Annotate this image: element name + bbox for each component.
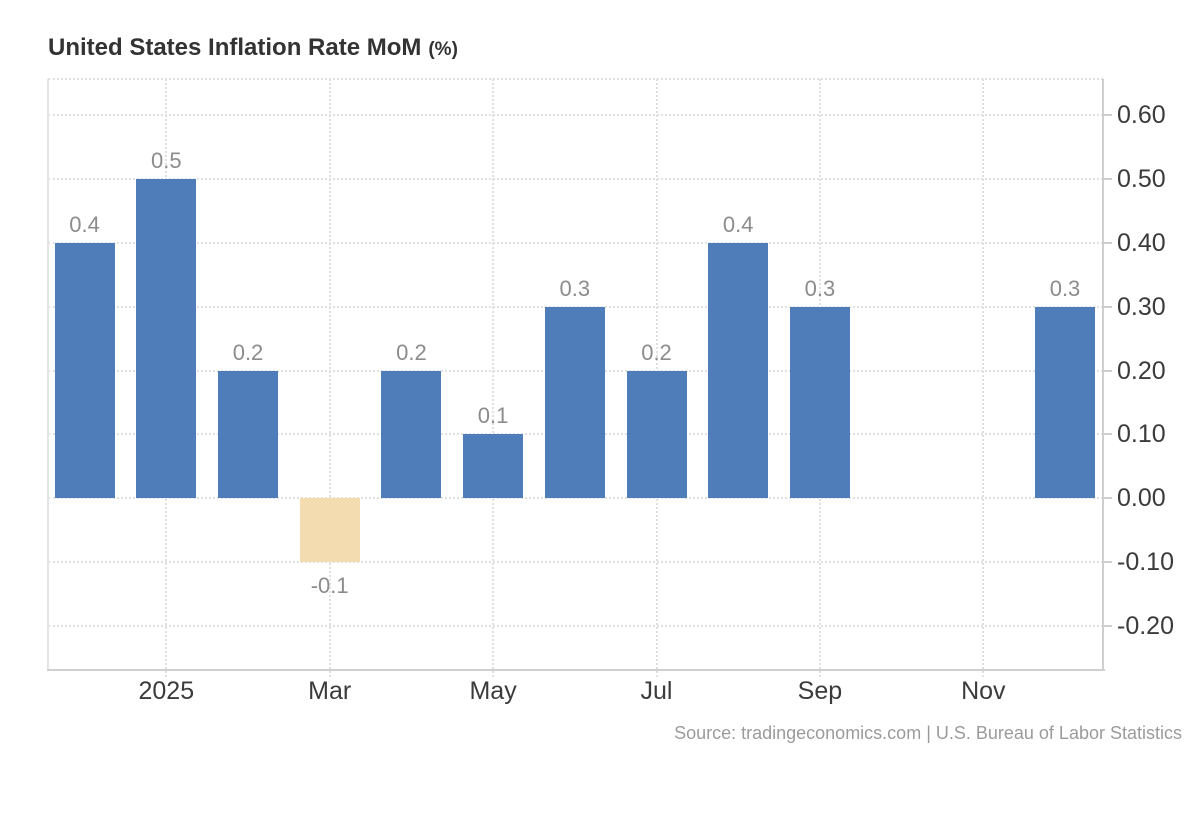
y-axis-tick: [1103, 561, 1112, 564]
chart-title-text: United States Inflation Rate MoM: [48, 34, 422, 61]
x-tick-label-sep: Sep: [797, 677, 843, 705]
v-gridline: [982, 79, 985, 677]
y-axis-tick: [1103, 497, 1112, 500]
y-tick-label: 0.50: [1117, 164, 1166, 193]
v-gridline: [492, 79, 495, 677]
y-axis-tick: [1103, 177, 1112, 180]
h-gridline: [48, 113, 1103, 116]
bar-jul-2025[interactable]: [626, 370, 687, 499]
y-tick-label: 0.60: [1117, 100, 1166, 129]
page-title: United States Inflation Rate MoM (%): [48, 33, 458, 65]
h-gridline: [48, 561, 1103, 564]
bar-jun-2025[interactable]: [544, 306, 605, 499]
bar-value-label: 0.2: [232, 339, 264, 365]
bar-value-label: 0.4: [69, 211, 100, 237]
y-tick-label: 0.00: [1117, 484, 1166, 513]
v-gridline: [328, 79, 331, 677]
x-tick-label-mar: Mar: [308, 677, 352, 705]
y-tick-label: 0.20: [1117, 356, 1166, 385]
h-gridline: [48, 241, 1103, 244]
x-tick-label-jul: Jul: [640, 677, 673, 705]
x-tick-label-may: May: [469, 677, 517, 705]
y-tick-label: 0.30: [1117, 292, 1166, 321]
y-tick-label: 0.10: [1117, 420, 1166, 449]
bar-value-label: 0.5: [151, 147, 182, 173]
plot-border-left: [47, 79, 49, 670]
bar-value-label: 0.2: [396, 339, 427, 365]
bar-aug-2025[interactable]: [708, 242, 769, 499]
h-gridline: [48, 625, 1103, 628]
bar-dec-2024[interactable]: [54, 242, 115, 499]
bar-value-label: 0.2: [641, 339, 672, 365]
y-axis-tick: [1103, 305, 1112, 308]
bar-value-label: 0.3: [559, 275, 591, 301]
plot-border-top: [48, 78, 1103, 80]
bar-value-label: 0.4: [722, 211, 754, 237]
bar-apr-2025[interactable]: [381, 370, 442, 499]
bar-feb-2025[interactable]: [218, 370, 278, 499]
y-tick-label: 0.40: [1117, 228, 1166, 257]
y-tick-label: -0.10: [1117, 548, 1174, 577]
y-axis-tick: [1103, 369, 1112, 372]
bar-value-label: 0.3: [804, 275, 836, 301]
bar-mar-2025[interactable]: [299, 498, 360, 563]
bar-sep-2025[interactable]: [789, 306, 850, 499]
y-axis-tick: [1103, 113, 1112, 116]
y-tick-label: -0.20: [1117, 612, 1174, 641]
x-tick-label-2025: 2025: [138, 677, 195, 705]
y-axis-tick: [1103, 433, 1112, 436]
h-gridline: [48, 497, 1103, 500]
x-tick-label-nov: Nov: [961, 677, 1006, 705]
bar-dec-2025[interactable]: [1035, 306, 1095, 499]
x-axis-line: [47, 669, 1105, 671]
bar-jan-2025[interactable]: [136, 178, 197, 499]
bar-value-label: 0.3: [1049, 275, 1081, 301]
y-axis-tick: [1103, 625, 1112, 628]
y-axis-tick: [1103, 241, 1112, 244]
bar-value-label: -0.1: [310, 573, 349, 599]
chart-title-unit: (%): [428, 39, 458, 60]
bar-value-label: 0.1: [477, 403, 509, 429]
bar-may-2025[interactable]: [463, 434, 524, 499]
y-axis-line: [1102, 79, 1104, 671]
source-attribution: Source: tradingeconomics.com | U.S. Bure…: [674, 723, 1182, 743]
h-gridline: [48, 177, 1103, 180]
